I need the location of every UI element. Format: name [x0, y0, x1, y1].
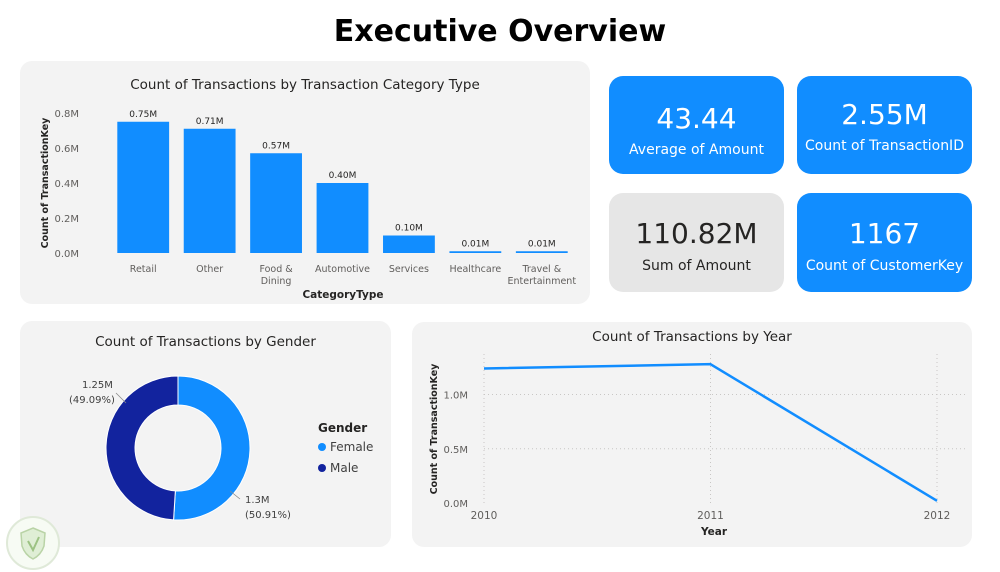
donut-label-female-pct: (50.91%) [245, 510, 291, 521]
card-count-transactionid-label: Count of TransactionID [805, 138, 964, 154]
bar[interactable] [449, 251, 502, 253]
bar-ytick-label: 0.8M [54, 109, 79, 120]
legend-dot-male [318, 464, 326, 472]
line-xtick-label: 2011 [697, 510, 724, 522]
category-chart-panel[interactable]: Count of Transactions by Transaction Cat… [20, 61, 590, 304]
bar-ytick-label: 0.2M [54, 214, 79, 225]
bar-data-label: 0.57M [262, 141, 290, 151]
card-count-transactionid-value: 2.55M [841, 98, 928, 131]
gender-chart-title: Count of Transactions by Gender [95, 334, 316, 350]
page-title: Executive Overview [333, 14, 667, 49]
card-average-amount-label: Average of Amount [629, 142, 764, 158]
bar-ytick-label: 0.4M [54, 179, 79, 190]
bar-category-label: Food & [259, 264, 293, 275]
card-average-amount[interactable]: 43.44 Average of Amount [609, 76, 784, 174]
bar-category-label: Dining [261, 276, 292, 287]
logo-icon [6, 516, 60, 570]
line-ytick-label: 1.0M [443, 391, 468, 402]
donut-label-male-value: 1.25M [82, 380, 113, 391]
card-count-customerkey-value: 1167 [848, 217, 921, 250]
card-average-amount-value: 43.44 [656, 102, 737, 135]
bar-category-label: Other [196, 264, 223, 275]
card-count-customerkey-label: Count of CustomerKey [805, 258, 964, 274]
bar-category-label: Travel & [521, 264, 561, 275]
year-chart-title: Count of Transactions by Year [592, 329, 792, 345]
bar-data-label: 0.75M [129, 110, 157, 120]
legend-dot-female [318, 443, 326, 451]
donut-label-male-pct: (49.09%) [69, 395, 115, 406]
legend-label-male: Male [330, 461, 359, 475]
donut-label-female-value: 1.3M [245, 495, 270, 506]
bar[interactable] [183, 128, 236, 253]
bar-category-label: Automotive [315, 264, 370, 275]
bar-category-label: Services [389, 264, 429, 275]
bar-ytick-label: 0.0M [54, 249, 79, 260]
donut-slice-female[interactable] [173, 375, 251, 521]
line-ytick-label: 0.5M [443, 445, 468, 456]
bar-data-label: 0.10M [395, 224, 423, 234]
bar[interactable] [515, 251, 568, 253]
bar-category-label: Healthcare [449, 264, 501, 275]
line-series[interactable] [483, 362, 938, 502]
category-chart-title: Count of Transactions by Transaction Cat… [130, 77, 480, 93]
bar-x-axis-title: CategoryType [302, 289, 383, 301]
bar[interactable] [250, 153, 302, 253]
bar-data-label: 0.01M [461, 239, 489, 249]
legend-item-male[interactable]: Male [318, 461, 358, 475]
card-sum-amount-label: Sum of Amount [642, 258, 751, 274]
bar-y-axis-title: Count of TransactionKey [40, 117, 51, 249]
line-x-axis-title: Year [700, 526, 728, 538]
gender-donut-chart[interactable]: 1.3M (50.91%) 1.25M (49.09%) [20, 321, 391, 547]
bar[interactable] [316, 183, 369, 253]
gender-chart-panel[interactable]: Count of Transactions by Gender 1.3M (50.… [20, 321, 391, 547]
line-xtick-label: 2012 [924, 510, 951, 522]
card-count-transactionid[interactable]: 2.55M Count of TransactionID [797, 76, 972, 174]
gender-legend-title: Gender [318, 421, 368, 435]
bar-data-label: 0.40M [329, 171, 357, 181]
card-sum-amount[interactable]: 110.82M Sum of Amount [609, 193, 784, 292]
card-count-customerkey[interactable]: 1167 Count of CustomerKey [797, 193, 972, 292]
line-ytick-label: 0.0M [443, 499, 468, 510]
donut-slice-male[interactable] [105, 375, 179, 521]
year-chart-panel[interactable]: Count of Transactions by Year 0.0M 0.5M 1.… [412, 322, 972, 547]
legend-item-female[interactable]: Female [318, 440, 373, 454]
bar-data-label: 0.01M [528, 239, 556, 249]
bar-category-label: Retail [130, 264, 157, 275]
bar-data-label: 0.71M [196, 117, 224, 127]
bar[interactable] [117, 121, 170, 253]
card-sum-amount-value: 110.82M [635, 217, 758, 250]
line-xtick-label: 2010 [471, 510, 498, 522]
donut-leader-line [115, 392, 127, 404]
bar[interactable] [383, 235, 435, 254]
line-y-axis-title: Count of TransactionKey [429, 363, 440, 495]
legend-label-female: Female [330, 440, 374, 454]
bar-category-label: Entertainment [508, 276, 577, 287]
year-line-chart[interactable]: 0.0M 0.5M 1.0M 2010 2011 2012 Year Count of Tra… [412, 322, 972, 547]
category-bar-chart[interactable]: 0.0M 0.2M 0.4M 0.6M 0.8M 0.75M Retail 0.71M Othe… [20, 61, 590, 304]
bar-ytick-label: 0.6M [54, 144, 79, 155]
donut-leader-line [229, 490, 241, 500]
